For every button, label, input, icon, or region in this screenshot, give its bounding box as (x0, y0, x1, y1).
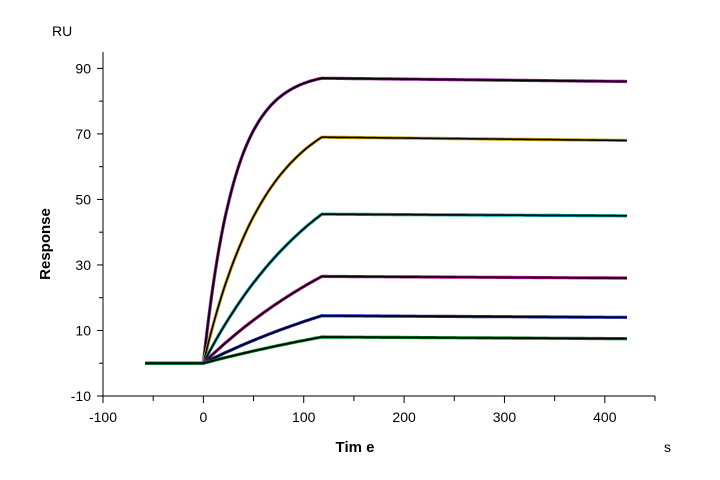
series-4-fit-line (145, 275, 627, 364)
series-2-fit-line (145, 136, 627, 364)
y-tick-label: 30 (75, 257, 91, 273)
x-tick-label: 100 (292, 409, 316, 425)
y-tick-label: 90 (75, 60, 91, 76)
series-3-data-line (145, 212, 627, 365)
series-5-fit-line (145, 314, 627, 364)
y-tick-label: 10 (75, 322, 91, 338)
series-1-data-line (145, 76, 627, 365)
y-tick-label: 50 (75, 191, 91, 207)
series-3-fit-line (145, 213, 627, 364)
x-tick-label: -100 (89, 409, 117, 425)
y-unit-label: RU (52, 23, 72, 39)
series-1-fit-line (145, 77, 627, 364)
x-unit-label: s (664, 439, 671, 455)
x-tick-label: 200 (392, 409, 416, 425)
y-tick-label: 70 (75, 126, 91, 142)
x-tick-label: 0 (199, 409, 207, 425)
series (145, 76, 627, 365)
tick-labels: -10 10 30 50 70 90 -100 0 100 200 300 400 (71, 60, 617, 425)
x-tick-label: 300 (493, 409, 517, 425)
ticks (97, 67, 656, 403)
y-tick-label: -10 (71, 388, 91, 404)
x-tick-label: 400 (593, 409, 617, 425)
axes (102, 52, 655, 397)
series-6-fit-line (145, 336, 627, 364)
x-axis-label: Tim e (336, 439, 375, 456)
y-axis-label: Response (37, 208, 54, 280)
